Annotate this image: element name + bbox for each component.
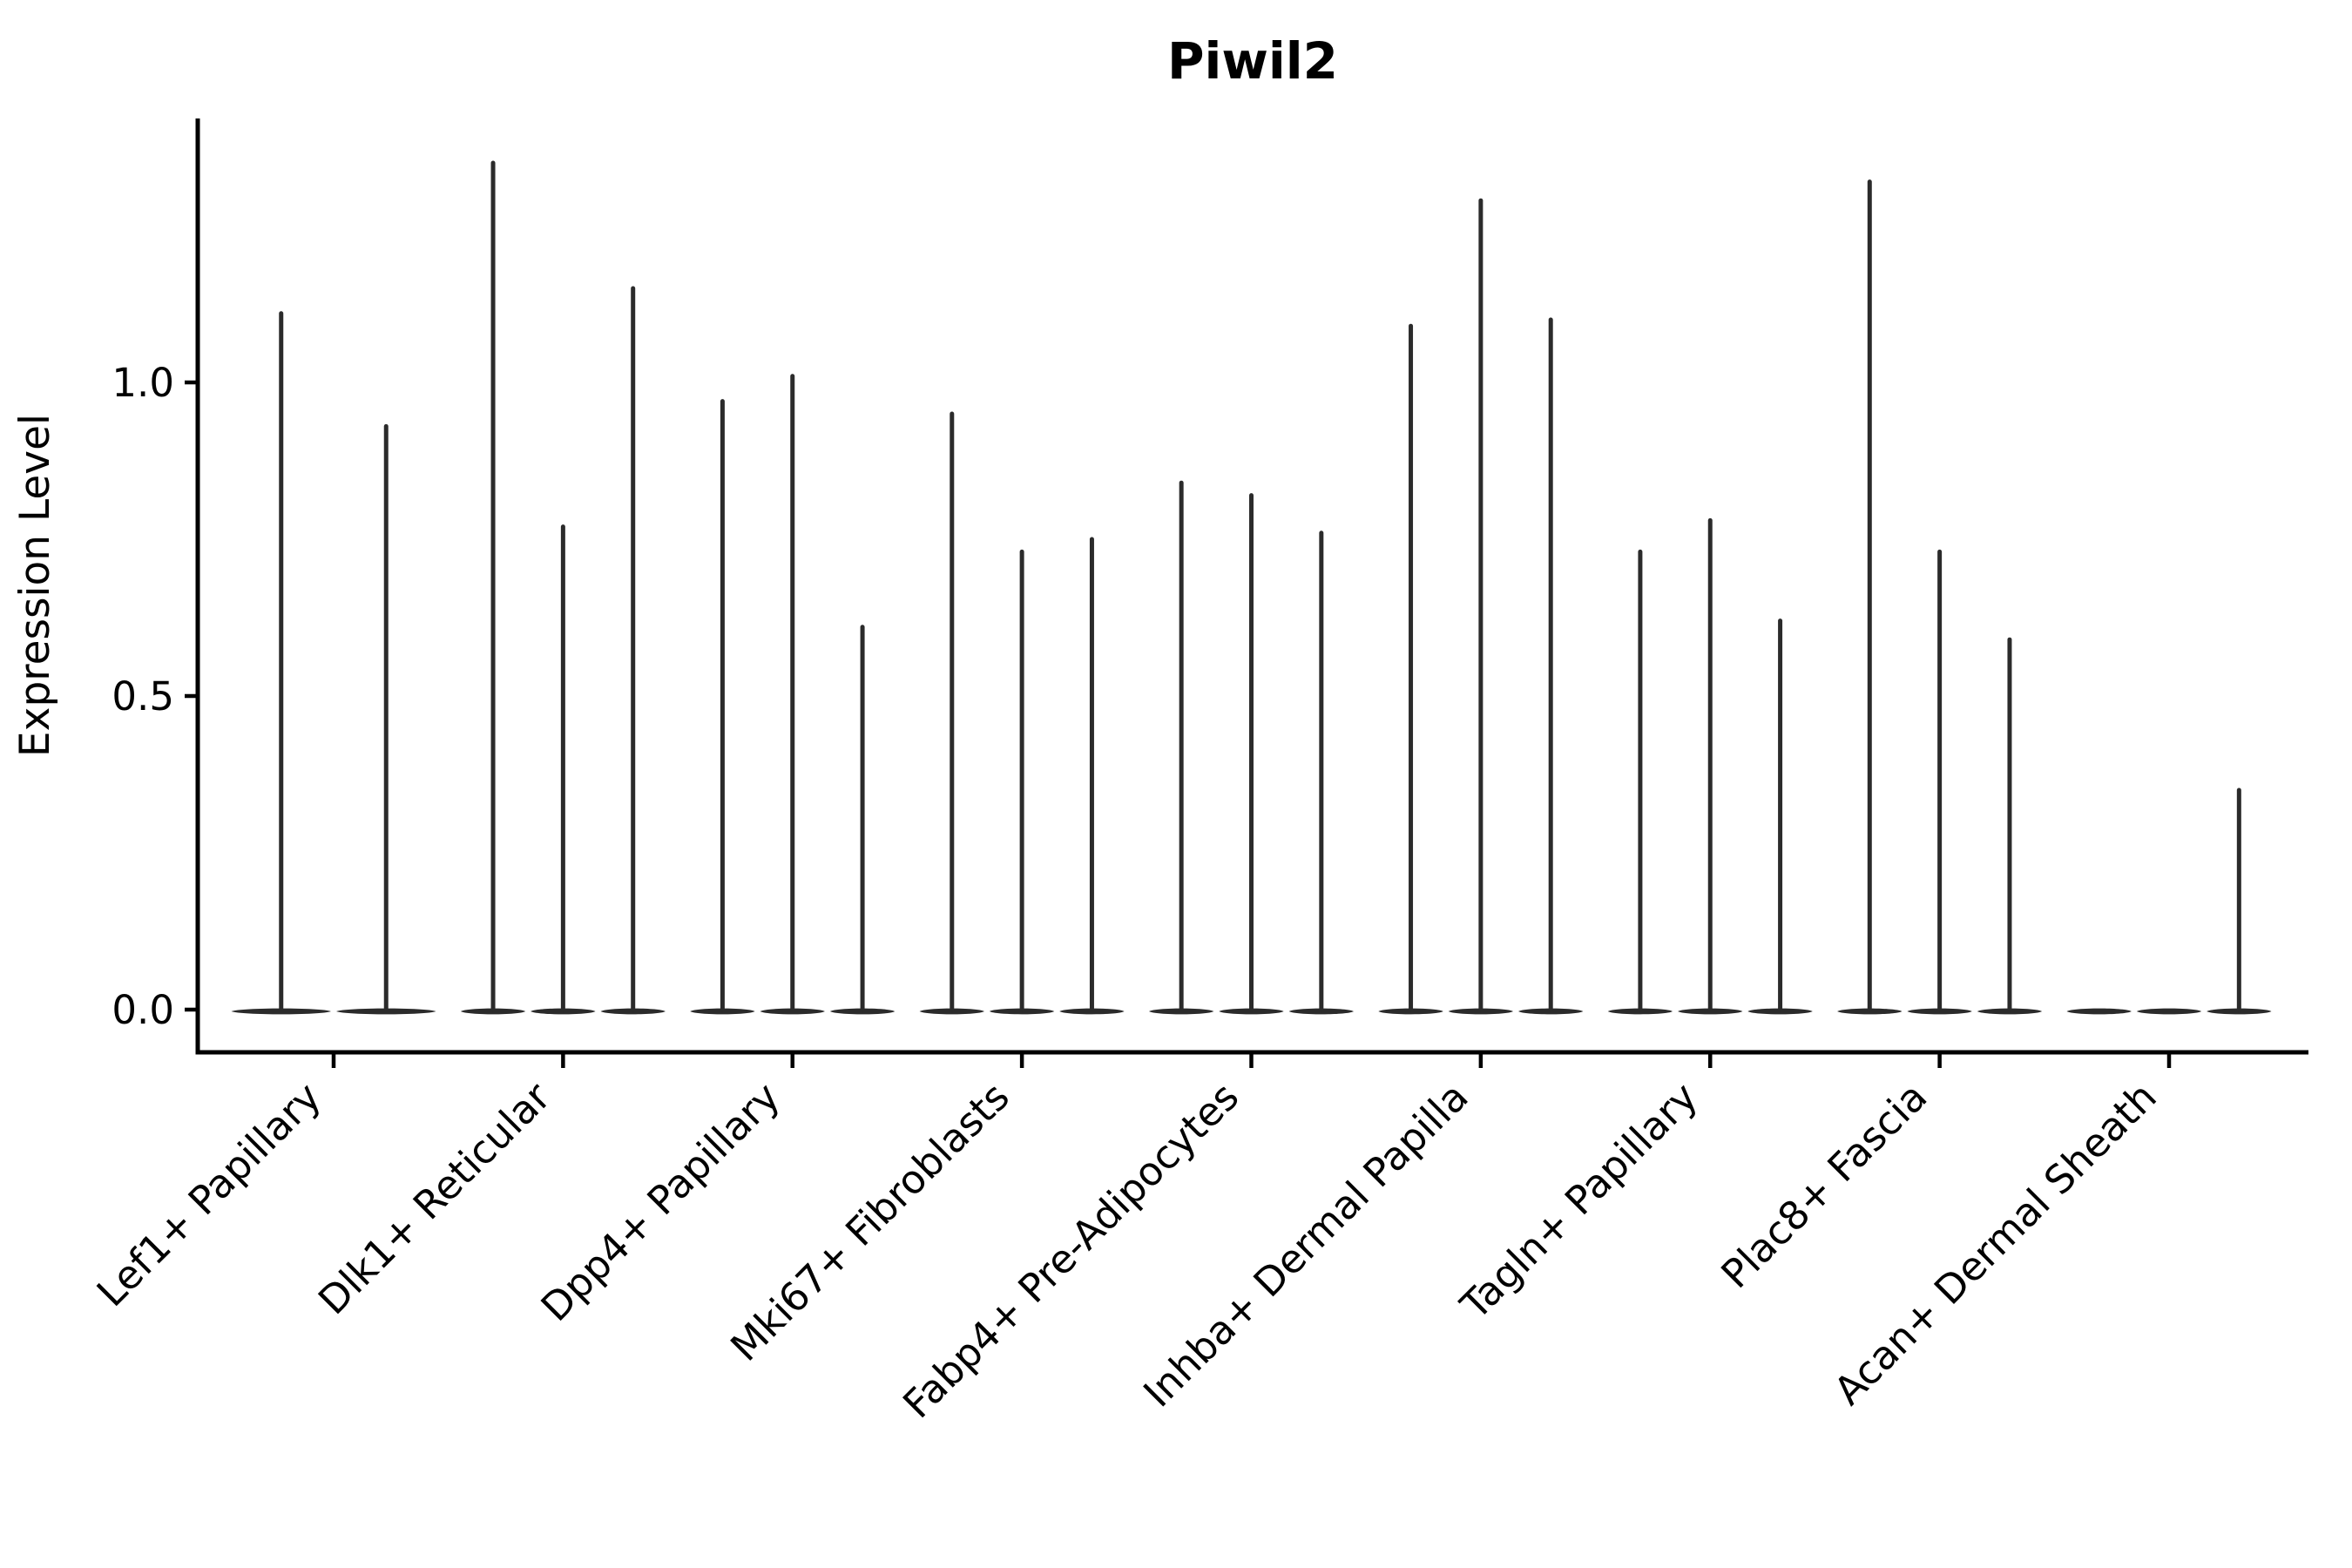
x-ticks [331, 1052, 2172, 1068]
x-tick-label: Dlk1+ Reticular [309, 1073, 559, 1323]
x-tick-label: Lef1+ Papillary [88, 1073, 330, 1315]
x-tick-label: Dpp4+ Papillary [532, 1073, 789, 1330]
y-tick-label-05: 0.5 [112, 673, 174, 720]
y-axis-label: Expression Level [11, 414, 59, 757]
y-ticks [185, 380, 198, 1012]
y-tick-label-10: 1.0 [112, 360, 174, 406]
violin-base [2136, 1008, 2202, 1015]
chart-title: Piwil2 [1167, 31, 1338, 91]
y-tick-label-0: 0.0 [112, 987, 174, 1033]
x-tick-label: Tagln+ Papillary [1451, 1073, 1707, 1328]
violin-base [2066, 1008, 2132, 1015]
axes-layer [185, 118, 2308, 1068]
violins-layer [231, 160, 2272, 1015]
x-tick-label: Plac8+ Fascia [1713, 1073, 1936, 1297]
